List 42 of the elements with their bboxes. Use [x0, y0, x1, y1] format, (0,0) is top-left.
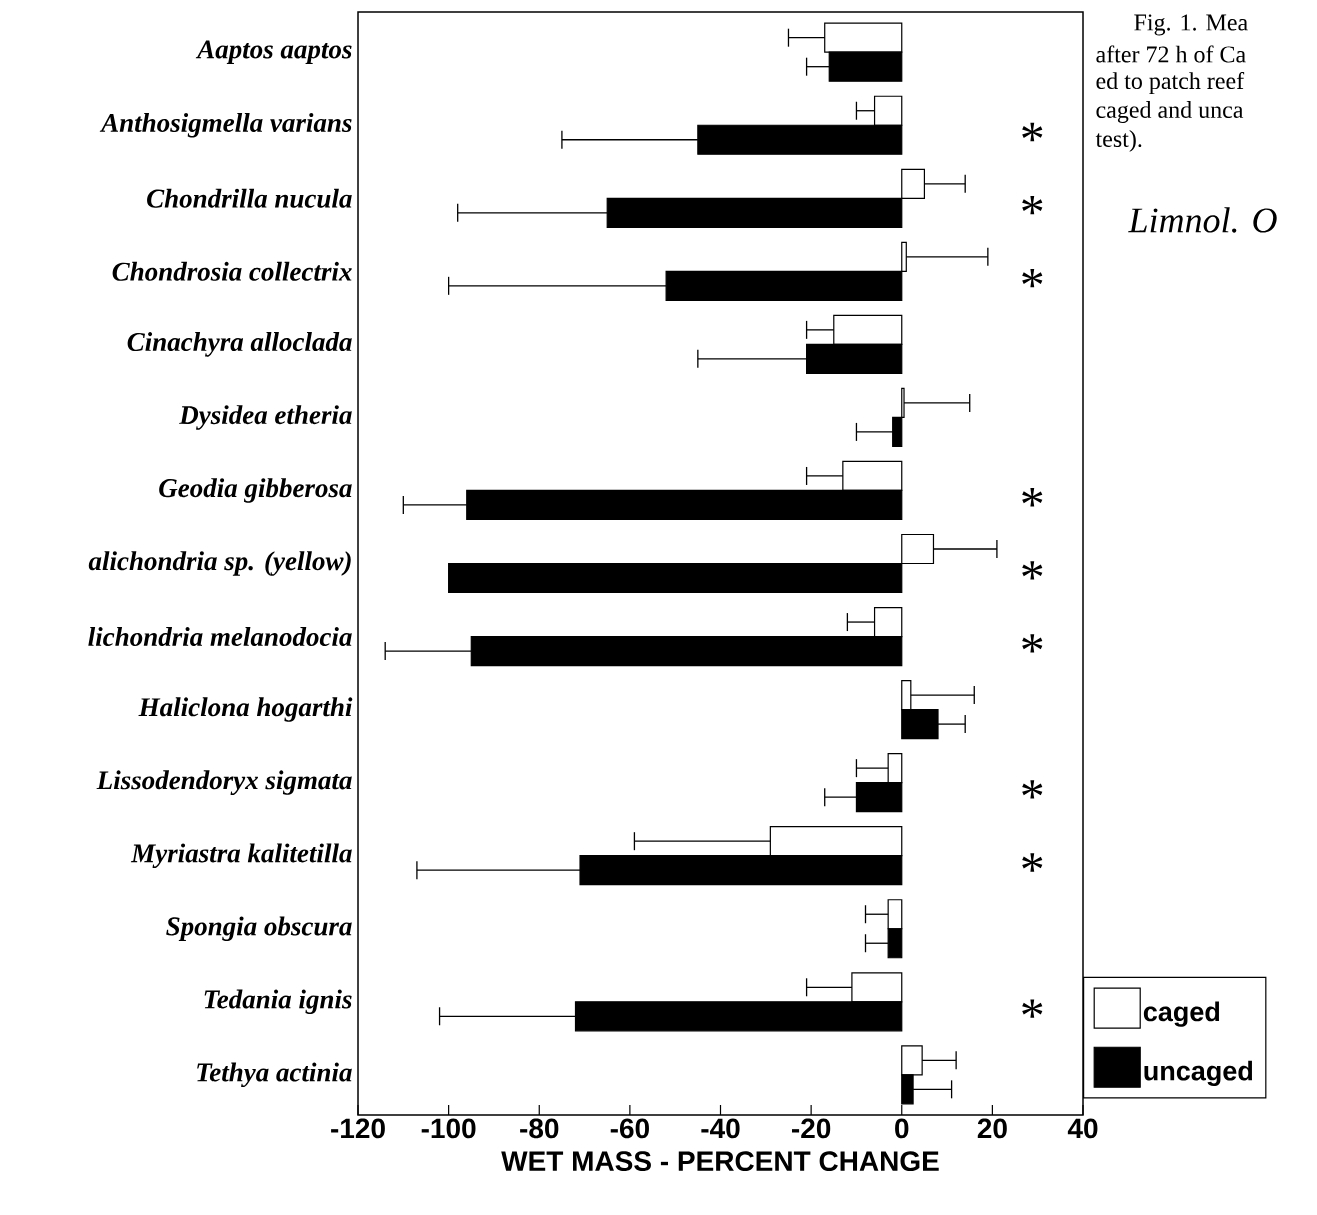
- y-tick-label: Cinachyra alloclada: [127, 332, 352, 357]
- y-tick-label: Tethya actinia: [197, 1062, 352, 1088]
- legend-label: caged: [1143, 1001, 1220, 1027]
- x-axis-title: WET MASS - PERCENT CHANGE: [501, 1151, 939, 1172]
- y-tick-label: Chondrosia collectrix: [112, 261, 352, 281]
- y-tick-label: Anthosigmella varians: [99, 112, 352, 138]
- annotation: *: [1022, 122, 1043, 142]
- x-tick-label: 0: [895, 1118, 909, 1139]
- annotation: *: [1022, 634, 1043, 653]
- legend-label: uncaged: [1144, 1060, 1253, 1087]
- x-tick-label: 40: [1067, 1118, 1098, 1139]
- y-tick-label: Myriastra kalitetilla: [130, 843, 352, 868]
- annotation: *: [1022, 195, 1043, 215]
- y-tick-label: Tedania ignis: [204, 989, 352, 1015]
- text: test).: [1095, 130, 1142, 152]
- annotation: *: [1022, 488, 1043, 507]
- x-tick-label: -40: [701, 1118, 740, 1139]
- caption: Fig. 1. Mea: [1134, 14, 1248, 36]
- annotation: *: [1022, 999, 1043, 1018]
- x-tick-label: -100: [421, 1118, 476, 1139]
- annotation: *: [1022, 780, 1043, 799]
- x-tick-label: -80: [520, 1118, 559, 1139]
- y-tick-label: lichondria melanodocia: [88, 627, 352, 647]
- y-tick-label: Haliclona hogarthi: [138, 697, 353, 722]
- x-tick-label: -20: [791, 1118, 831, 1139]
- y-tick-label: Lissodendoryx sigmata: [96, 770, 352, 795]
- y-tick-label: alichondria sp. (yellow): [88, 551, 351, 576]
- x-tick-label: -120: [331, 1118, 385, 1139]
- annotation: *: [1022, 268, 1043, 288]
- text: Limnol. O: [1128, 207, 1277, 233]
- text: ed to patch reef: [1096, 71, 1245, 94]
- text: caged and unca: [1096, 101, 1244, 123]
- x-tick-label: -60: [610, 1118, 649, 1139]
- y-tick-label: Aaptos aaptos: [195, 40, 352, 64]
- x-tick-label: 20: [977, 1118, 1007, 1139]
- y-tick-label: Geodia gibberosa: [159, 478, 352, 503]
- text: after 72 h of Ca: [1096, 45, 1246, 63]
- y-tick-label: Dysidea etheria: [179, 405, 352, 430]
- annotation: *: [1022, 561, 1043, 580]
- annotation: *: [1022, 853, 1043, 872]
- y-tick-label: Chondrilla nucula: [147, 188, 352, 208]
- y-tick-label: Spongia obscura: [166, 916, 352, 941]
